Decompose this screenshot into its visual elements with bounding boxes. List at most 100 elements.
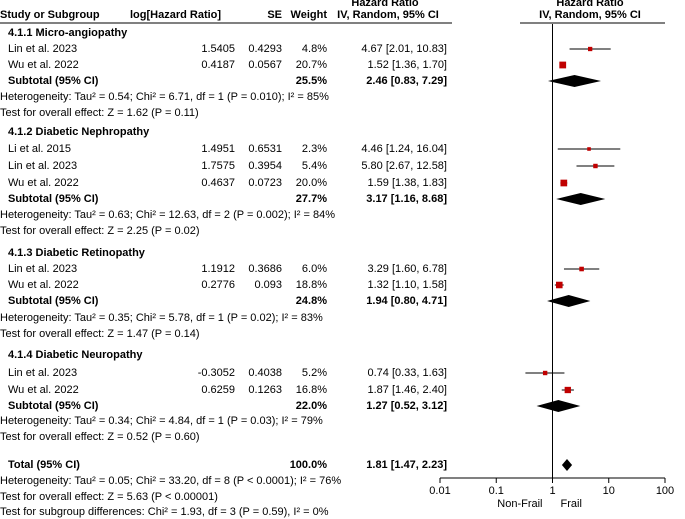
- col-header-ci-title: Hazard Ratio: [351, 0, 419, 9]
- subtotal-diamond: [536, 400, 581, 412]
- col-header-se: SE: [267, 9, 282, 21]
- axis-tick-label: 1: [549, 485, 556, 497]
- study-name: Lin et al. 2023: [8, 263, 78, 275]
- study-weight: 20.7%: [295, 59, 327, 71]
- study-weight: 20.0%: [295, 177, 327, 189]
- study-loghr: 1.1912: [201, 263, 235, 275]
- study-loghr: 0.2776: [201, 279, 235, 291]
- col-header-weight: Weight: [290, 9, 327, 21]
- study-loghr: 1.4951: [201, 143, 235, 155]
- subtotal-weight: 27.7%: [295, 193, 327, 205]
- subgroup-differences-text: Test for subgroup differences: Chi² = 1.…: [0, 506, 329, 518]
- study-loghr: -0.3052: [197, 367, 235, 379]
- col-header-ci-sub: IV, Random, 95% CI: [337, 9, 439, 21]
- study-se: 0.0567: [248, 59, 282, 71]
- study-weight-square: [542, 370, 548, 376]
- total-overall-effect-text: Test for overall effect: Z = 5.63 (P < 0…: [0, 491, 218, 503]
- study-se: 0.3686: [248, 263, 282, 275]
- subtotal-diamond: [547, 295, 591, 307]
- study-weight-square: [593, 163, 598, 169]
- subgroup-title: 4.1.4 Diabetic Neuropathy: [8, 349, 143, 361]
- study-weight: 6.0%: [301, 263, 327, 275]
- study-se: 0.4293: [248, 43, 282, 55]
- study-se: 0.3954: [248, 160, 282, 172]
- subtotal-ci-text: 1.94 [0.80, 4.71]: [366, 295, 447, 307]
- overall-effect-text: Test for overall effect: Z = 2.25 (P = 0…: [0, 225, 200, 237]
- study-ci-text: 1.32 [1.10, 1.58]: [367, 279, 447, 291]
- study-loghr: 1.7575: [201, 160, 235, 172]
- study-name: Wu et al. 2022: [8, 59, 79, 71]
- overall-effect-text: Test for overall effect: Z = 0.52 (P = 0…: [0, 431, 200, 443]
- overall-effect-text: Test for overall effect: Z = 1.47 (P = 0…: [0, 328, 200, 340]
- study-ci-text: 5.80 [2.67, 12.58]: [361, 160, 447, 172]
- overall-effect-text: Test for overall effect: Z = 1.62 (P = 0…: [0, 107, 199, 119]
- plot-header-title: Hazard Ratio: [556, 0, 624, 9]
- study-name: Wu et al. 2022: [8, 279, 79, 291]
- subtotal-ci-text: 2.46 [0.83, 7.29]: [366, 75, 447, 87]
- study-se: 0.093: [254, 279, 282, 291]
- study-ci-text: 4.67 [2.01, 10.83]: [361, 43, 447, 55]
- col-header-loghr: log[Hazard Ratio]: [130, 9, 222, 21]
- axis-tick-label: 0.01: [429, 485, 451, 497]
- subgroup-title: 4.1.3 Diabetic Retinopathy: [8, 247, 145, 259]
- heterogeneity-text: Heterogeneity: Tau² = 0.35; Chi² = 5.78,…: [0, 312, 323, 324]
- study-ci-text: 4.46 [1.24, 16.04]: [361, 143, 447, 155]
- heterogeneity-text: Heterogeneity: Tau² = 0.54; Chi² = 6.71,…: [0, 91, 329, 103]
- study-ci-text: 1.52 [1.36, 1.70]: [367, 59, 447, 71]
- study-se: 0.1263: [248, 384, 282, 396]
- study-loghr: 0.6259: [201, 384, 235, 396]
- study-name: Lin et al. 2023: [8, 160, 78, 172]
- axis-tick-label: 0.1: [488, 485, 504, 497]
- subtotal-label: Subtotal (95% CI): [8, 295, 99, 307]
- study-weight-square: [579, 266, 584, 272]
- study-weight: 18.8%: [295, 279, 327, 291]
- plot-header-sub: IV, Random, 95% CI: [539, 9, 641, 21]
- total-diamond: [561, 459, 573, 471]
- subtotal-ci-text: 3.17 [1.16, 8.68]: [366, 193, 447, 205]
- study-weight: 4.8%: [301, 43, 327, 55]
- subtotal-label: Subtotal (95% CI): [8, 400, 99, 412]
- axis-right-direction-label: Frail: [560, 498, 582, 510]
- study-weight-square: [587, 147, 591, 151]
- subtotal-weight: 25.5%: [295, 75, 327, 87]
- study-weight: 2.3%: [301, 143, 327, 155]
- subtotal-diamond: [547, 75, 602, 87]
- study-ci-text: 1.59 [1.38, 1.83]: [367, 177, 447, 189]
- total-ci-text: 1.81 [1.47, 2.23]: [366, 459, 447, 471]
- study-loghr: 1.5405: [201, 43, 235, 55]
- study-se: 0.0723: [248, 177, 282, 189]
- col-header-study: Study or Subgroup: [0, 9, 100, 21]
- axis-tick-label: 100: [655, 485, 675, 497]
- axis-left-direction-label: Non-Frail: [497, 498, 543, 510]
- subgroup-title: 4.1.2 Diabetic Nephropathy: [8, 126, 150, 138]
- subgroup-title: 4.1.1 Micro-angiopathy: [8, 27, 128, 39]
- study-loghr: 0.4187: [201, 59, 235, 71]
- study-weight: 16.8%: [295, 384, 327, 396]
- subtotal-weight: 22.0%: [295, 400, 327, 412]
- study-loghr: 0.4637: [201, 177, 235, 189]
- study-name: Wu et al. 2022: [8, 177, 79, 189]
- study-ci-text: 1.87 [1.46, 2.40]: [367, 384, 447, 396]
- subtotal-weight: 24.8%: [295, 295, 327, 307]
- total-weight: 100.0%: [289, 459, 327, 471]
- heterogeneity-text: Heterogeneity: Tau² = 0.34; Chi² = 4.84,…: [0, 415, 323, 427]
- study-weight-square: [560, 179, 568, 187]
- total-label: Total (95% CI): [8, 459, 80, 471]
- axis-tick-label: 10: [602, 485, 615, 497]
- heterogeneity-text: Heterogeneity: Tau² = 0.63; Chi² = 12.63…: [0, 209, 335, 221]
- study-se: 0.4038: [248, 367, 282, 379]
- study-weight-square: [587, 46, 593, 52]
- study-ci-text: 0.74 [0.33, 1.63]: [367, 367, 447, 379]
- study-name: Lin et al. 2023: [8, 367, 78, 379]
- study-name: Wu et al. 2022: [8, 384, 79, 396]
- subtotal-label: Subtotal (95% CI): [8, 75, 99, 87]
- subtotal-diamond: [556, 193, 606, 205]
- subtotal-label: Subtotal (95% CI): [8, 193, 99, 205]
- study-name: Lin et al. 2023: [8, 43, 78, 55]
- study-weight-square: [559, 61, 567, 69]
- study-se: 0.6531: [248, 143, 282, 155]
- study-weight: 5.2%: [301, 367, 327, 379]
- study-weight: 5.4%: [301, 160, 327, 172]
- study-weight-square: [556, 281, 563, 289]
